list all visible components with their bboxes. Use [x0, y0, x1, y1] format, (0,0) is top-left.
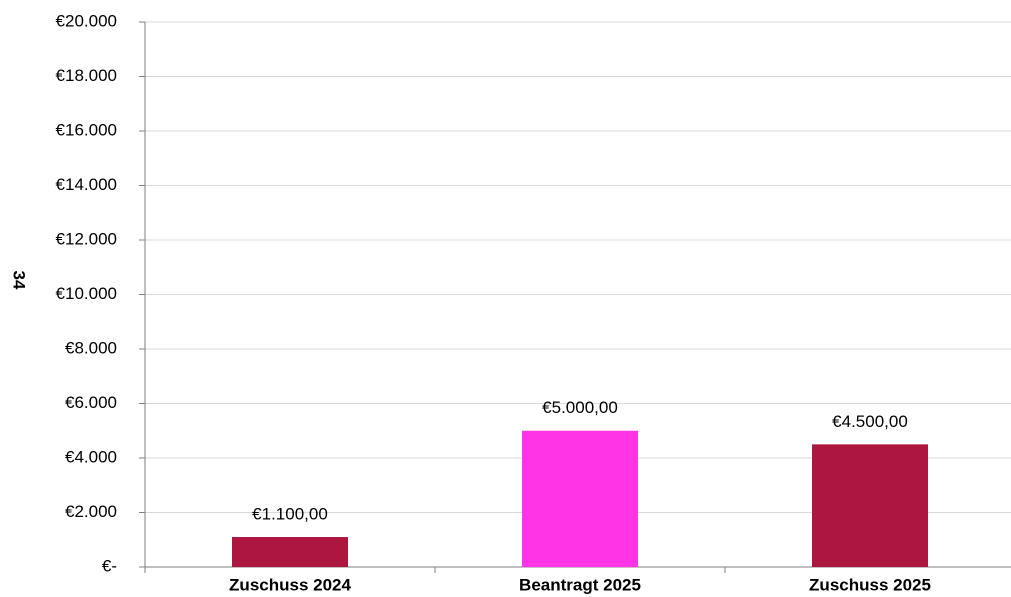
y-tick-label: €12.000: [56, 229, 117, 248]
y-tick-label: €6.000: [65, 393, 117, 412]
y-tick-label: €4.000: [65, 447, 117, 466]
y-tick-label: €14.000: [56, 175, 117, 194]
y-tick-label: €10.000: [56, 284, 117, 303]
y-tick-label: €-: [102, 556, 117, 575]
x-tick-label: Beantragt 2025: [519, 575, 641, 594]
y-tick-label: €16.000: [56, 120, 117, 139]
bar: [522, 430, 638, 567]
y-tick-label: €20.000: [56, 11, 117, 30]
y-tick-label: €2.000: [65, 502, 117, 521]
x-tick-label: Zuschuss 2025: [809, 575, 931, 594]
bar: [232, 537, 348, 567]
bar: [812, 444, 928, 567]
value-label: €5.000,00: [542, 398, 618, 417]
value-label: €1.100,00: [252, 505, 328, 524]
value-label: €4.500,00: [832, 412, 908, 431]
y-tick-label: €8.000: [65, 338, 117, 357]
y-axis-label: 34: [10, 271, 29, 290]
x-tick-label: Zuschuss 2024: [229, 575, 351, 594]
y-tick-label: €18.000: [56, 66, 117, 85]
